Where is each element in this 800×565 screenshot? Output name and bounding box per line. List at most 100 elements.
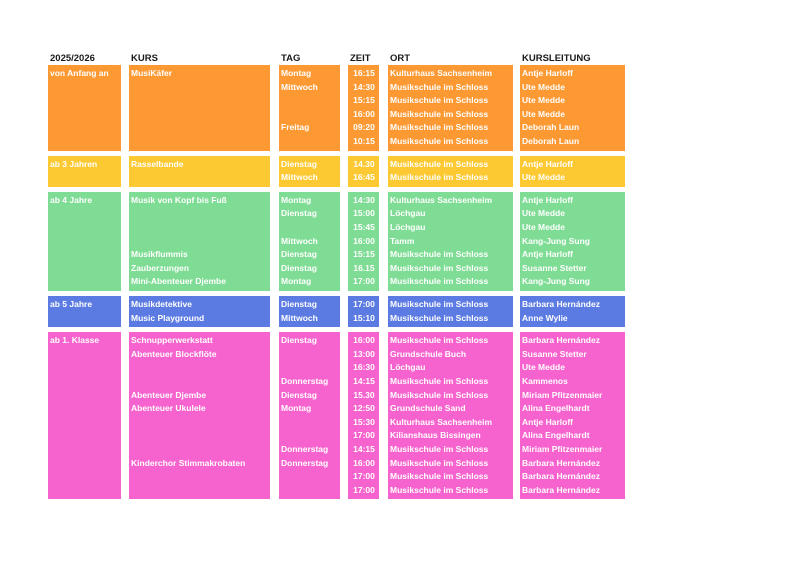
time-cell: 17:00	[353, 484, 375, 495]
age-group-label: ab 3 Jahren	[50, 158, 98, 169]
weekday-cell: Dienstag	[281, 262, 317, 273]
course-name-cell	[131, 235, 269, 249]
instructor-cell: Barbara Hernández	[522, 484, 600, 495]
header-tag: TAG	[281, 53, 301, 64]
weekday-block	[279, 65, 340, 151]
time-cell: 13:00	[353, 348, 375, 359]
location-cell: Musikschule im Schloss	[390, 312, 489, 323]
course-name-cell	[131, 429, 269, 443]
instructor-cell: Ute Medde	[522, 81, 565, 92]
instructor-cell: Ute Medde	[522, 362, 565, 373]
instructor-cell: Antje Harloff	[522, 68, 573, 78]
weekday-cell: Donnerstag	[281, 443, 329, 454]
weekday-cell: Dienstag	[281, 208, 317, 219]
course-name-cell: Kinderchor Stimmakrobaten	[131, 457, 246, 468]
location-cell: Musikschule im Schloss	[390, 95, 489, 106]
instructor-cell: Anne Wylie	[522, 312, 568, 323]
course-name-cell: Musikflummis	[131, 249, 188, 260]
time-cell: 12:50	[353, 403, 375, 414]
weekday-cell: Dienstag	[281, 389, 317, 400]
instructor-cell: Antje Harloff	[522, 416, 573, 427]
instructor-block	[520, 191, 625, 291]
weekday-cell: Freitag	[281, 122, 310, 133]
course-name-cell: Zauberzungen	[131, 262, 190, 273]
location-cell: Musikschule im Schloss	[390, 122, 489, 133]
time-cell: 14:30	[353, 194, 375, 205]
course-group: ab 3 Jahren Rasselbande Dienstag Mittwoch 14…	[0, 155, 800, 187]
time-cell: 15:45	[353, 221, 375, 232]
time-cell: 15:15	[353, 95, 375, 106]
course-name-cell: Music Playground	[131, 312, 205, 323]
location-cell: Grundschule Sand	[390, 403, 466, 414]
instructor-block	[520, 65, 625, 151]
course-name-cell	[131, 470, 269, 484]
time-cell: 15:10	[353, 312, 375, 323]
instructor-cell: Barbara Hernández	[522, 335, 600, 346]
time-cell: 15:15	[353, 249, 375, 260]
weekday-cell: Montag	[281, 276, 312, 287]
time-cell: 15:30	[353, 416, 375, 427]
course-name-cell	[131, 484, 269, 498]
weekday-cell: Mittwoch	[281, 172, 318, 183]
weekday-cell	[281, 470, 339, 484]
weekday-cell: Montag	[281, 403, 312, 414]
time-cell: 14:30	[353, 81, 375, 92]
course-group: ab 1. Klasse Schnupperwerkstatt Abenteuer …	[0, 332, 800, 500]
location-cell: Tamm	[390, 235, 415, 246]
time-block	[348, 155, 379, 187]
time-cell: 14:15	[353, 375, 375, 386]
weekday-cell: Dienstag	[281, 249, 317, 260]
weekday-cell	[281, 94, 339, 108]
instructor-cell: Deborah Laun	[522, 135, 580, 146]
weekday-cell: Dienstag	[281, 299, 317, 309]
instructor-cell: Antje Harloff	[522, 158, 573, 169]
time-cell: 10:15	[353, 135, 375, 146]
course-name-block	[129, 65, 270, 151]
time-cell: 17:00	[353, 299, 375, 309]
location-cell: Musikschule im Schloss	[390, 135, 489, 146]
age-group-label: ab 4 Jahre	[50, 194, 93, 205]
location-cell: Kilianshaus Bissingen	[390, 430, 481, 441]
weekday-cell	[281, 416, 339, 430]
course-name-cell: Mini-Abenteuer Djembe	[131, 276, 226, 287]
age-group-label: ab 1. Klasse	[50, 335, 100, 346]
weekday-cell	[281, 108, 339, 122]
location-cell: Musikschule im Schloss	[390, 262, 489, 273]
time-cell: 16:00	[353, 235, 375, 246]
location-block	[388, 65, 513, 151]
header-year: 2025/2026	[50, 53, 95, 64]
time-cell: 17:00	[353, 276, 375, 287]
time-cell: 16:00	[353, 335, 375, 346]
course-name-cell: Musik von Kopf bis Fuß	[131, 194, 227, 205]
location-cell: Musikschule im Schloss	[390, 375, 489, 386]
course-name-block	[129, 296, 270, 328]
header-zeit: ZEIT	[350, 53, 371, 64]
age-group-label: ab 5 Jahre	[50, 299, 93, 309]
instructor-block	[520, 332, 625, 500]
location-cell: Musikschule im Schloss	[390, 276, 489, 287]
instructor-cell: Barbara Hernández	[522, 471, 600, 482]
course-name-cell	[131, 121, 269, 135]
instructor-cell: Kang-Jung Sung	[522, 276, 590, 287]
time-cell: 16:00	[353, 457, 375, 468]
location-cell: Musikschule im Schloss	[390, 172, 489, 183]
time-block	[348, 332, 379, 500]
weekday-cell: Donnerstag	[281, 375, 329, 386]
course-name-block	[129, 191, 270, 291]
instructor-cell: Alina Engelhardt	[522, 403, 590, 414]
location-cell: Musikschule im Schloss	[390, 484, 489, 495]
course-name-cell	[131, 171, 269, 185]
age-group-label-block	[48, 332, 121, 500]
age-group-label-block	[48, 155, 121, 187]
location-cell: Löchgau	[390, 221, 426, 232]
course-group: von Anfang an MusiKäfer Montag Mittwoch Frei…	[0, 65, 800, 151]
location-cell: Löchgau	[390, 362, 426, 373]
header-leitung: KURSLEITUNG	[522, 53, 591, 64]
age-group-label: von Anfang an	[50, 68, 109, 78]
course-name-block	[129, 332, 270, 500]
instructor-cell: Ute Medde	[522, 95, 565, 106]
location-cell: Musikschule im Schloss	[390, 457, 489, 468]
course-name-cell	[131, 108, 269, 122]
location-cell: Grundschule Buch	[390, 348, 467, 359]
location-cell: Kulturhaus Sachsenheim	[390, 68, 493, 78]
